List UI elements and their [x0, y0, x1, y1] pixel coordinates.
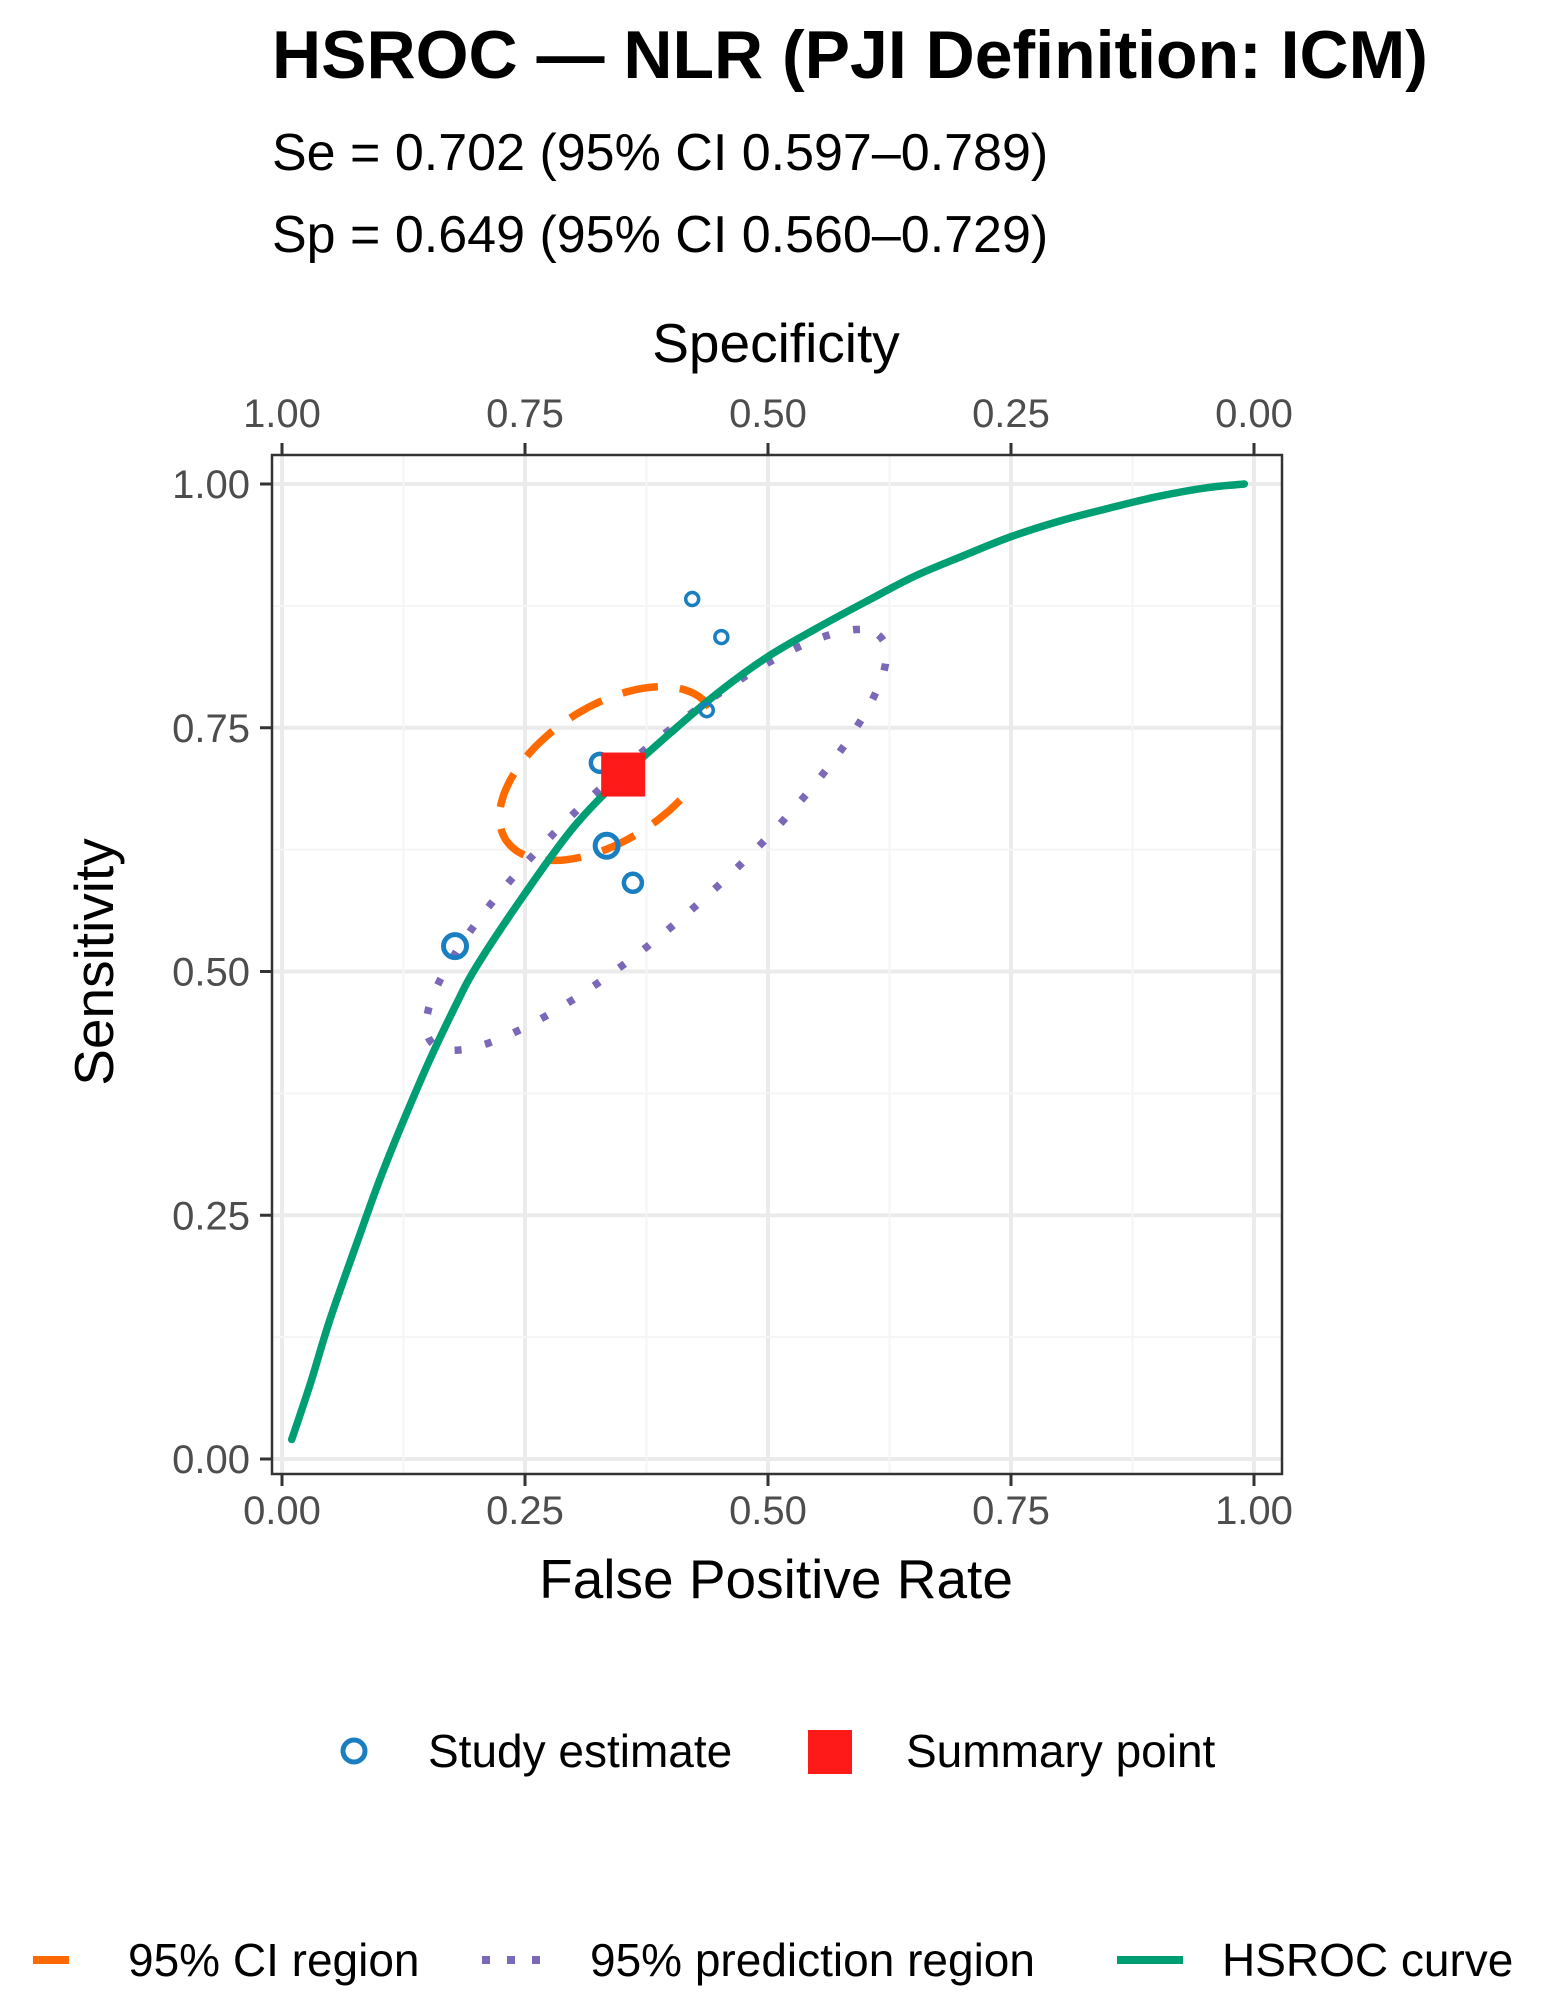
study-point-1 — [713, 628, 730, 646]
y-tick-label-4: 1.00 — [172, 463, 250, 507]
y-tick-label-0: 0.00 — [172, 1438, 250, 1482]
top-tick-label-4: 0.00 — [1215, 392, 1293, 436]
points-layer — [441, 590, 730, 961]
study-point-4 — [592, 831, 621, 860]
chart-title: HSROC — NLR (PJI Definition: ICM) — [272, 17, 1428, 93]
ci-region — [495, 682, 713, 865]
legend-curve-label: HSROC curve — [1222, 1934, 1513, 1986]
axis-ticks: 0.00 1.00 0.25 0.75 0.50 0.50 0.75 0.25 1.00 0.00… — [172, 392, 1293, 1533]
top-tick-label-2: 0.50 — [729, 392, 807, 436]
legend-study-marker — [340, 1737, 368, 1765]
top-axis-title: Specificity — [652, 312, 900, 374]
study-point-0 — [683, 590, 701, 608]
curve-layer — [287, 480, 1249, 1444]
x-tick-label-0: 0.00 — [243, 1489, 321, 1533]
y-tick-label-2: 0.50 — [172, 951, 250, 995]
hsroc-curve — [287, 480, 1249, 1444]
study-point-2 — [698, 701, 716, 719]
x-tick-label-3: 0.75 — [972, 1489, 1050, 1533]
x-axis-title: False Positive Rate — [539, 1548, 1013, 1610]
top-tick-label-0: 1.00 — [243, 392, 321, 436]
grid-lines — [272, 455, 1282, 1474]
x-tick-label-4: 1.00 — [1215, 1489, 1293, 1533]
chart-subtitle-se: Se = 0.702 (95% CI 0.597–0.789) — [272, 124, 1048, 182]
x-tick-label-1: 0.25 — [486, 1489, 564, 1533]
y-tick-label-1: 0.25 — [172, 1194, 250, 1238]
legend-markers: Study estimate Summary point — [340, 1725, 1216, 1777]
panel-border — [270, 453, 1284, 1476]
legend-summary-marker — [808, 1730, 852, 1774]
panel-background — [272, 455, 1282, 1474]
legend-summary-label: Summary point — [906, 1725, 1216, 1777]
top-tick-label-3: 0.25 — [972, 392, 1050, 436]
study-point-5 — [621, 871, 645, 895]
chart-subtitle-sp: Sp = 0.649 (95% CI 0.560–0.729) — [272, 206, 1048, 264]
legend-prediction-label: 95% prediction region — [590, 1934, 1035, 1986]
top-tick-label-1: 0.75 — [486, 392, 564, 436]
summary-point — [601, 752, 646, 797]
y-tick-label-3: 0.75 — [172, 707, 250, 751]
y-axis-title: Sensitivity — [63, 838, 125, 1086]
legend-study-label: Study estimate — [428, 1725, 732, 1777]
x-tick-label-2: 0.50 — [729, 1489, 807, 1533]
legend-lines: 95% CI region 95% prediction region HSRO… — [33, 1934, 1513, 1986]
study-point-6 — [441, 932, 470, 961]
legend-ci-label: 95% CI region — [128, 1934, 420, 1986]
